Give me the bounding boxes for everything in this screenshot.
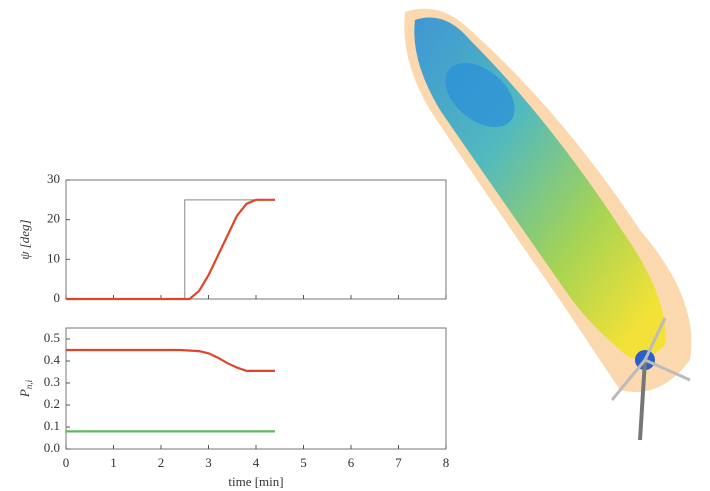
x-tick-label: 6 — [348, 455, 355, 470]
series-line — [66, 198, 275, 301]
y-tick-label: 0 — [54, 290, 61, 305]
y-tick-label: 0.0 — [44, 440, 60, 455]
y-tick-label: 0.3 — [44, 374, 60, 389]
y-tick-label: 0.2 — [44, 396, 60, 411]
y-tick-label: 20 — [47, 211, 60, 226]
y-tick-label: 10 — [47, 250, 60, 265]
plot-frame — [65, 179, 447, 300]
y-tick-label: 0.4 — [44, 352, 61, 367]
x-tick-label: 2 — [158, 455, 165, 470]
series-line — [66, 348, 275, 372]
x-tick-label: 8 — [443, 455, 450, 470]
y-tick-label: 0.5 — [44, 330, 60, 345]
y-axis-label-main: P — [17, 389, 32, 398]
y-axis-label-subscript: n,i — [24, 379, 34, 389]
x-tick-label: 1 — [110, 455, 117, 470]
y-axis-label: ψ [deg] — [17, 219, 32, 259]
x-tick-label: 0 — [63, 455, 70, 470]
x-tick-label: 4 — [253, 455, 260, 470]
wake-image — [404, 8, 692, 441]
y-axis-label: Pn,i — [17, 379, 34, 398]
x-axis-label: time [min] — [228, 474, 283, 489]
y-axis-label-main: ψ [deg] — [17, 219, 32, 259]
x-tick-label: 3 — [205, 455, 212, 470]
x-tick-label: 5 — [300, 455, 307, 470]
x-tick-label: 7 — [395, 455, 402, 470]
y-tick-label: 0.1 — [44, 418, 60, 433]
y-tick-label: 30 — [47, 171, 60, 186]
series-line — [66, 199, 275, 300]
